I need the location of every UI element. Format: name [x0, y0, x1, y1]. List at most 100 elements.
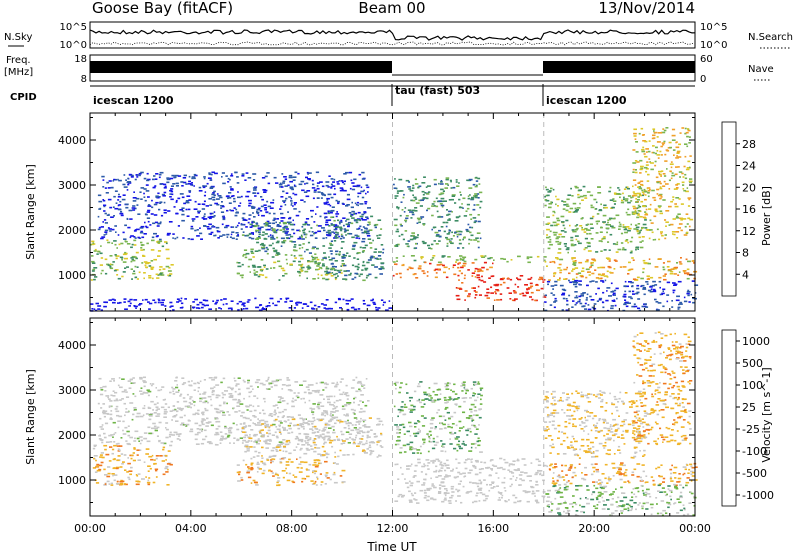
power-echo-cell — [676, 262, 678, 264]
power-echo-cell — [138, 271, 141, 274]
power-echo-cell — [248, 236, 252, 239]
power-echo-cell — [652, 196, 656, 199]
velocity-echo-cell — [375, 435, 378, 438]
velocity-echo-cell — [508, 499, 510, 501]
power-echo-cell — [127, 181, 132, 183]
power-echo-cell — [292, 179, 296, 181]
power-echo-cell — [367, 238, 372, 240]
power-echo-cell — [200, 238, 203, 240]
power-echo-cell — [176, 236, 179, 239]
power-echo-cell — [324, 216, 328, 218]
velocity-echo-cell — [146, 481, 151, 484]
power-echo-cell — [623, 188, 627, 190]
power-echo-cell — [439, 263, 443, 266]
power-echo-cell — [201, 203, 205, 205]
velocity-echo-cell — [493, 465, 498, 467]
power-echo-cell — [350, 179, 353, 182]
power-echo-cell — [111, 298, 115, 301]
velocity-echo-cell — [469, 469, 473, 472]
velocity-echo-cell — [438, 484, 442, 486]
power-echo-cell — [136, 228, 140, 231]
power-echo-cell — [172, 233, 175, 235]
power-echo-cell — [201, 306, 204, 309]
power-echo-cell — [662, 266, 665, 268]
velocity-echo-cell — [537, 464, 542, 466]
velocity-echo-cell — [233, 442, 235, 444]
power-echo-cell — [570, 243, 574, 246]
power-echo-cell — [617, 187, 620, 189]
power-echo-cell — [250, 252, 255, 254]
velocity-echo-cell — [313, 482, 316, 485]
velocity-echo-cell — [129, 454, 131, 457]
velocity-echo-cell — [265, 439, 268, 442]
velocity-echo-cell — [346, 413, 349, 415]
velocity-echo-cell — [283, 408, 287, 411]
power-echo-cell — [411, 187, 415, 189]
power-echo-cell — [320, 303, 324, 305]
power-echo-cell — [244, 179, 247, 181]
power-echo-cell — [644, 227, 648, 229]
power-echo-cell — [203, 304, 206, 307]
power-echo-cell — [249, 271, 251, 273]
velocity-echo-cell — [150, 384, 153, 387]
power-echo-cell — [127, 300, 131, 303]
power-echo-cell — [640, 165, 644, 168]
power-echo-cell — [414, 183, 419, 185]
power-echo-cell — [420, 217, 423, 220]
power-echo-cell — [131, 243, 134, 246]
velocity-echo-region — [394, 457, 547, 504]
power-echo-cell — [616, 241, 619, 244]
velocity-echo-cell — [350, 387, 355, 389]
power-echo-cell — [328, 272, 332, 275]
power-echo-cell — [177, 175, 182, 177]
power-echo-cell — [342, 298, 345, 301]
power-echo-cell — [337, 200, 340, 203]
power-echo-cell — [448, 199, 452, 201]
velocity-echo-cell — [325, 472, 329, 474]
velocity-echo-cell — [323, 443, 325, 445]
power-echo-cell — [688, 301, 691, 303]
velocity-echo-cell — [443, 462, 447, 465]
power-echo-cell — [103, 305, 107, 308]
power-echo-cell — [624, 299, 627, 301]
power-echo-cell — [328, 233, 332, 235]
power-echo-cell — [278, 183, 283, 186]
velocity-echo-cell — [358, 427, 362, 429]
power-echo-cell — [311, 179, 314, 182]
power-echo-cell — [636, 284, 640, 287]
power-echo-cell — [327, 212, 331, 215]
velocity-echo-cell — [312, 441, 316, 444]
velocity-echo-cell — [490, 459, 494, 461]
power-echo-cell — [445, 276, 449, 279]
power-echo-cell — [574, 207, 577, 210]
velocity-echo-cell — [238, 388, 241, 391]
power-echo-cell — [338, 271, 341, 274]
velocity-echo-cell — [297, 414, 301, 416]
power-echo-cell — [325, 219, 330, 222]
velocity-echo-cell — [260, 419, 265, 422]
velocity-echo-cell — [183, 382, 187, 384]
power-echo-cell — [181, 207, 185, 209]
velocity-echo-cell — [101, 456, 105, 459]
power-echo-cell — [316, 182, 320, 184]
velocity-echo-cell — [143, 405, 146, 407]
velocity-echo-cell — [320, 414, 324, 416]
power-echo-cell — [486, 297, 490, 299]
power-echo-cell — [421, 182, 426, 184]
velocity-echo-cell — [228, 426, 232, 429]
velocity-echo-cell — [276, 484, 280, 487]
power-echo-cell — [341, 255, 345, 258]
power-echo-cell — [213, 211, 216, 213]
power-echo-cell — [292, 249, 296, 251]
power-echo-cell — [197, 210, 201, 213]
power-echo-cell — [311, 258, 315, 261]
power-echo-cell — [579, 274, 584, 277]
velocity-echo-cell — [324, 441, 327, 444]
velocity-echo-cell — [243, 381, 246, 383]
velocity-echo-cell — [324, 382, 328, 385]
velocity-echo-cell — [205, 422, 210, 424]
velocity-echo-cell — [184, 424, 186, 427]
power-echo-cell — [402, 238, 405, 241]
power-echo-cell — [304, 222, 308, 225]
